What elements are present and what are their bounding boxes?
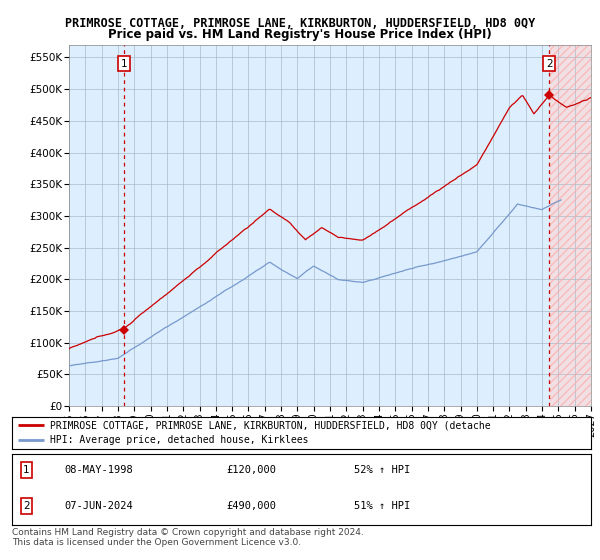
Text: 07-JUN-2024: 07-JUN-2024	[64, 501, 133, 511]
Text: 08-MAY-1998: 08-MAY-1998	[64, 465, 133, 475]
Text: Contains HM Land Registry data © Crown copyright and database right 2024.
This d: Contains HM Land Registry data © Crown c…	[12, 528, 364, 548]
Text: 1: 1	[121, 59, 127, 69]
Text: 2: 2	[23, 501, 30, 511]
Text: 51% ↑ HPI: 51% ↑ HPI	[353, 501, 410, 511]
Text: PRIMROSE COTTAGE, PRIMROSE LANE, KIRKBURTON, HUDDERSFIELD, HD8 0QY (detache: PRIMROSE COTTAGE, PRIMROSE LANE, KIRKBUR…	[50, 421, 490, 431]
Text: Price paid vs. HM Land Registry's House Price Index (HPI): Price paid vs. HM Land Registry's House …	[108, 28, 492, 41]
Text: PRIMROSE COTTAGE, PRIMROSE LANE, KIRKBURTON, HUDDERSFIELD, HD8 0QY: PRIMROSE COTTAGE, PRIMROSE LANE, KIRKBUR…	[65, 17, 535, 30]
Bar	[550, 45, 591, 406]
Text: 1: 1	[23, 465, 30, 475]
Bar	[550, 45, 591, 406]
Text: HPI: Average price, detached house, Kirklees: HPI: Average price, detached house, Kirk…	[50, 435, 308, 445]
Text: £490,000: £490,000	[226, 501, 276, 511]
Text: 52% ↑ HPI: 52% ↑ HPI	[353, 465, 410, 475]
Text: 2: 2	[546, 59, 553, 69]
Text: £120,000: £120,000	[226, 465, 276, 475]
